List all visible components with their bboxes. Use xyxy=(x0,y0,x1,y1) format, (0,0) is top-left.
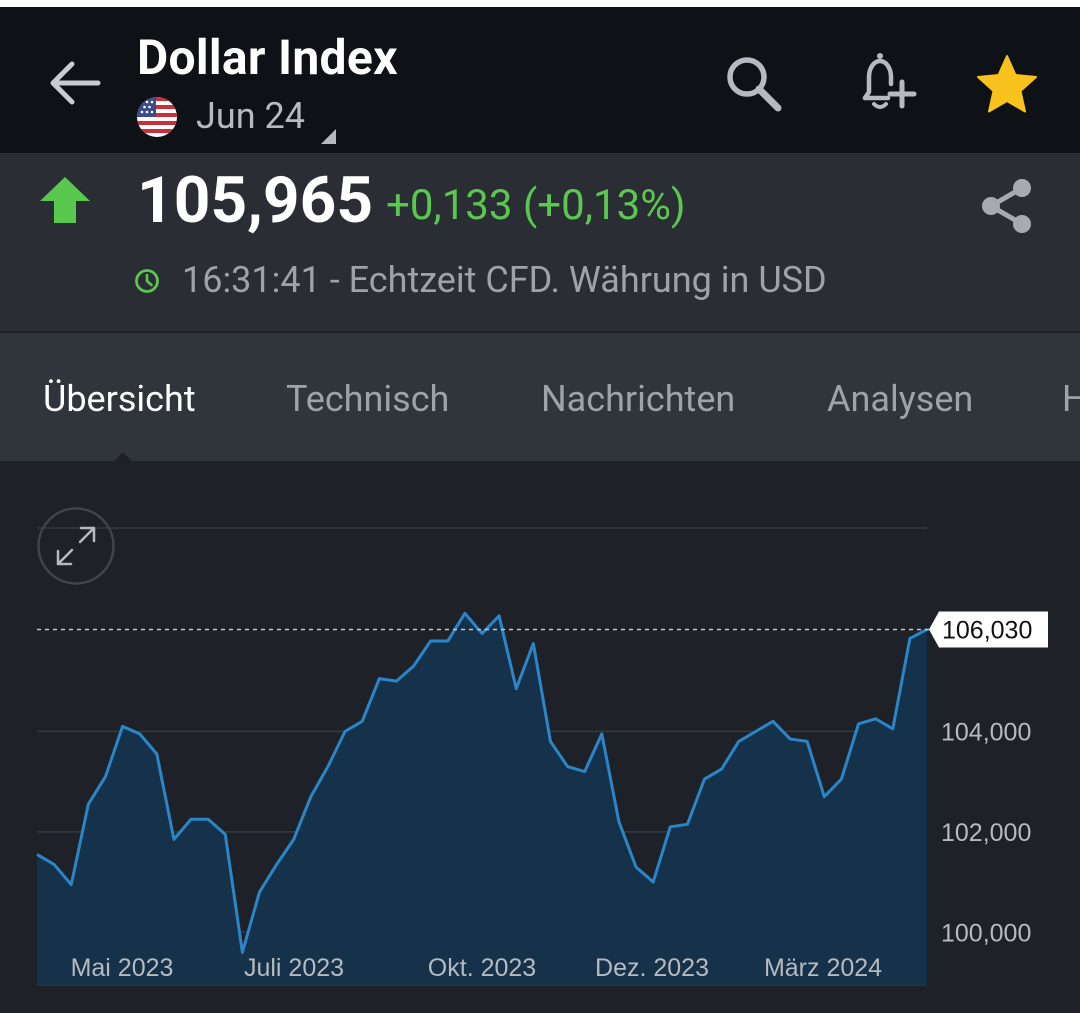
search-button[interactable] xyxy=(722,52,784,114)
quote-panel: 105,965 +0,133 (+0,13%) 16:31:41 - Echtz… xyxy=(0,153,1080,331)
x-axis-label: Juli 2023 xyxy=(244,954,344,982)
x-axis-label: Dez. 2023 xyxy=(595,954,709,982)
x-axis-label: März 2024 xyxy=(764,954,882,982)
favorite-button[interactable] xyxy=(974,52,1040,118)
last-value-tag: 106,030 xyxy=(929,611,1048,648)
price-line xyxy=(36,611,928,954)
status-edge xyxy=(0,0,1080,7)
page-title: Dollar Index xyxy=(137,29,398,86)
contract-selector[interactable]: Jun 24 xyxy=(196,95,305,137)
tab-overview[interactable]: Übersicht xyxy=(43,378,196,420)
tab-more[interactable]: H xyxy=(1062,378,1080,420)
share-icon xyxy=(982,179,1031,233)
price-chart[interactable]: 106,030 104,000 102,000 100,000 Mai 2023 Ju… xyxy=(0,463,1080,1013)
us-flag-icon xyxy=(137,97,177,137)
active-tab-indicator xyxy=(112,452,134,463)
tab-analyses[interactable]: Analysen xyxy=(827,378,974,420)
star-icon xyxy=(977,55,1037,113)
expand-chart-button[interactable] xyxy=(37,507,115,585)
x-axis-label: Okt. 2023 xyxy=(428,954,536,982)
bell-plus-icon xyxy=(862,53,917,109)
y-axis-label: 100,000 xyxy=(941,919,1031,947)
search-icon xyxy=(727,57,782,112)
contract-dropdown-caret-icon[interactable] xyxy=(321,129,336,144)
x-axis-label: Mai 2023 xyxy=(71,954,174,982)
arrow-left-icon xyxy=(50,61,101,105)
back-button[interactable] xyxy=(42,53,106,113)
y-axis-label: 104,000 xyxy=(941,718,1031,746)
y-axis-label: 102,000 xyxy=(941,819,1031,847)
last-value-label: 106,030 xyxy=(942,616,1032,644)
expand-icon xyxy=(37,507,115,585)
price-area-fill xyxy=(37,613,927,985)
share-button[interactable] xyxy=(978,177,1034,235)
quote-timestamp: 16:31:41 - Echtzeit CFD. Währung in USD xyxy=(182,259,827,301)
tab-bar: Übersicht Technisch Nachrichten Analysen… xyxy=(0,333,1080,461)
app-header: Dollar Index Jun 24 xyxy=(0,7,1080,153)
price-change: +0,133 (+0,13%) xyxy=(386,181,686,230)
clock-icon xyxy=(135,269,159,293)
tab-technical[interactable]: Technisch xyxy=(286,378,450,420)
arrow-up-icon xyxy=(40,177,90,223)
add-alert-button[interactable] xyxy=(856,52,918,114)
last-price: 105,965 xyxy=(137,163,374,238)
tab-news[interactable]: Nachrichten xyxy=(541,378,736,420)
